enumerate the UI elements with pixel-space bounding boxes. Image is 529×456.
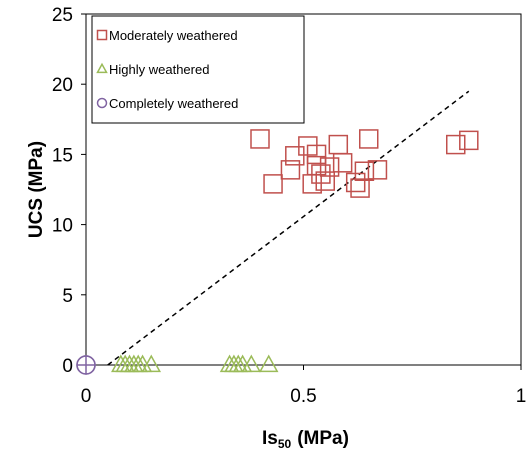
y-tick-label: 25: [52, 5, 73, 26]
x-axis-title-subscript: 50: [278, 437, 292, 451]
x-axis-title: Is50 (MPa): [262, 428, 349, 451]
data-point-square: [354, 161, 375, 181]
y-tick-label: 0: [62, 356, 73, 377]
y-tick-label: 10: [52, 216, 73, 237]
data-point-triangle: [241, 354, 262, 373]
data-point-square: [285, 146, 305, 166]
y-tick-label: 5: [62, 286, 73, 307]
plot-area-frame: [85, 13, 522, 366]
y-tick-label: 20: [52, 75, 73, 96]
data-point-triangle: [258, 354, 279, 373]
legend: Moderately weathered Highly weathered Comp…: [91, 15, 305, 124]
data-point-square: [319, 157, 340, 177]
legend-marker-square: [96, 29, 108, 41]
data-point-square: [250, 129, 270, 149]
legend-marker-circle: [96, 97, 108, 109]
legend-label: Moderately weathered: [109, 28, 238, 43]
trend-line: [107, 90, 470, 366]
x-tick-label: 0: [81, 386, 92, 407]
data-point-square: [263, 174, 283, 194]
data-point-square: [315, 171, 335, 191]
data-point-square: [350, 178, 370, 198]
data-point-square: [367, 160, 388, 180]
data-point-square: [332, 153, 353, 173]
data-points: [76, 129, 479, 375]
data-point-square: [459, 130, 479, 151]
y-axis-title: UCS (MPa): [26, 141, 47, 238]
series-square: [250, 129, 479, 198]
data-point-square: [359, 129, 379, 149]
legend-box: [91, 15, 305, 124]
y-axis-ticks: 0 5 10 15 20 25: [52, 5, 86, 377]
legend-label: Highly weathered: [109, 62, 209, 77]
y-tick-label: 15: [52, 145, 73, 166]
data-point-square: [446, 134, 466, 155]
x-tick-label: 1: [516, 386, 527, 407]
legend-label: Completely weathered: [109, 96, 238, 111]
x-axis-title-unit: (MPa): [297, 428, 349, 449]
data-point-square: [280, 160, 301, 180]
data-point-triangle: [141, 354, 162, 373]
x-tick-label: 0.5: [290, 386, 316, 407]
legend-marker-triangle: [96, 62, 108, 74]
data-point-square: [306, 144, 327, 165]
data-point-square: [328, 134, 349, 155]
x-axis-title-main: Is: [262, 428, 278, 449]
series-triangle: [111, 354, 279, 373]
